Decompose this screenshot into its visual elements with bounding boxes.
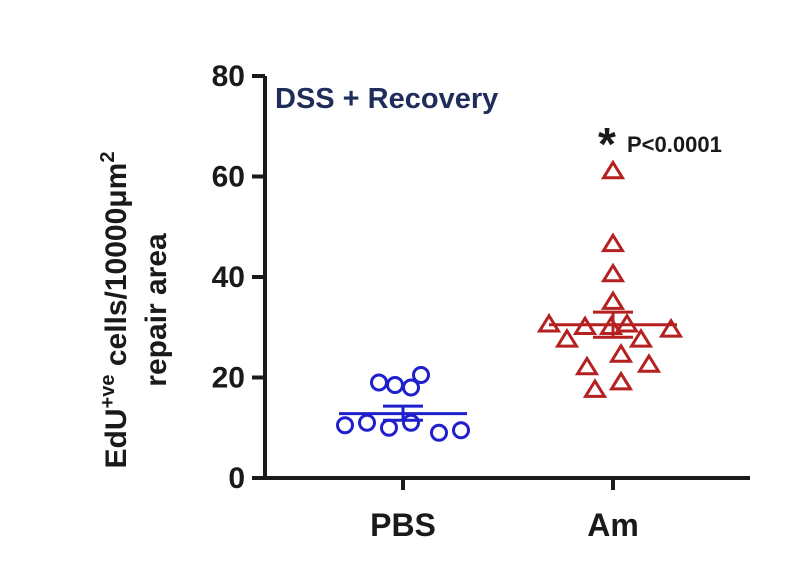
x-tick-label: Am	[587, 507, 639, 543]
y-tick-label: 20	[212, 362, 245, 395]
y-tick-label: 40	[212, 261, 245, 294]
y-title-sup-2: 2	[97, 152, 119, 163]
data-point-am	[582, 378, 608, 398]
data-point-am	[574, 355, 600, 376]
data-point-am	[600, 262, 626, 283]
y-ticks: 0 20 40 60 80	[212, 60, 265, 495]
chart-title: DSS + Recovery	[275, 83, 498, 115]
data-point-am	[600, 159, 626, 180]
y-axis-title-line2: repair area	[140, 233, 173, 387]
data-point-pbs	[412, 365, 430, 384]
data-point-am	[608, 370, 634, 391]
y-title-cells: cells/10000μm	[100, 163, 133, 375]
data-points	[336, 159, 684, 442]
x-ticks: PBS Am	[370, 478, 639, 543]
data-point-am	[658, 317, 684, 338]
y-title-sup-ve: +ve	[97, 375, 119, 409]
y-axis-title-line1: EdU+ve cells/10000μm2	[97, 152, 133, 469]
data-point-pbs	[452, 421, 470, 440]
data-point-pbs	[402, 378, 420, 397]
data-point-pbs	[430, 423, 448, 442]
data-point-am	[554, 327, 580, 348]
data-point-am	[600, 290, 626, 310]
p-value-label: P<0.0001	[627, 132, 722, 157]
y-tick-label: 80	[212, 60, 245, 93]
y-tick-label: 0	[228, 462, 245, 495]
data-point-am	[600, 232, 626, 253]
data-point-pbs	[402, 413, 420, 432]
data-point-pbs	[386, 376, 404, 395]
y-tick-label: 60	[212, 161, 245, 194]
data-point-pbs	[370, 373, 388, 392]
y-title-edu: EdU	[100, 408, 133, 468]
data-point-pbs	[358, 413, 376, 432]
mean-sem-bars	[339, 310, 677, 422]
data-point-pbs	[380, 418, 398, 437]
data-point-pbs	[336, 416, 354, 435]
y-axis-title: EdU+ve cells/10000μm2 repair area	[97, 152, 173, 469]
x-tick-label: PBS	[370, 507, 436, 543]
data-point-am	[608, 343, 634, 363]
data-point-am	[628, 327, 654, 348]
data-point-am	[636, 353, 662, 373]
significance-star: *	[598, 118, 616, 170]
